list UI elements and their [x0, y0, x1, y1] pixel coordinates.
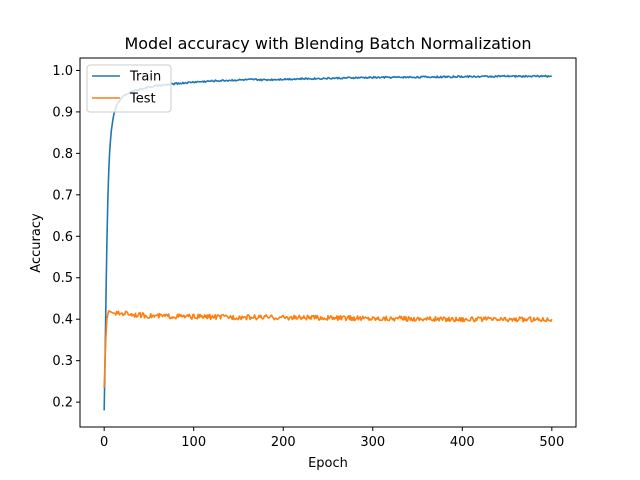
legend: Train Test: [86, 64, 172, 113]
x-tick-label: 400: [450, 435, 475, 450]
y-axis-ticks: 0.2 0.3 0.4 0.5 0.6 0.7 0.8 0.9 1.0: [52, 64, 80, 411]
y-tick-label: 0.3: [52, 354, 73, 369]
x-axis-ticks: 0 100 200 300 400 500: [100, 427, 564, 450]
y-tick-label: 0.5: [52, 271, 73, 286]
legend-label-test: Test: [129, 92, 156, 107]
chart-title: Model accuracy with Blending Batch Norma…: [124, 34, 531, 53]
x-tick-label: 200: [271, 435, 296, 450]
x-tick-label: 300: [360, 435, 385, 450]
series-line-test: [103, 310, 553, 388]
plot-frame: [79, 57, 577, 428]
y-tick-label: 0.7: [52, 188, 73, 203]
y-tick-label: 0.2: [52, 396, 73, 411]
y-tick-label: 0.4: [52, 313, 73, 328]
legend-label-train: Train: [129, 70, 161, 85]
y-tick-label: 0.8: [52, 147, 73, 162]
plot-content: [103, 74, 553, 411]
x-tick-label: 500: [539, 435, 564, 450]
y-axis-label: Accuracy: [29, 213, 44, 273]
y-tick-label: 0.9: [52, 105, 73, 120]
x-axis-label: Epoch: [308, 456, 348, 471]
x-tick-label: 100: [181, 435, 206, 450]
y-tick-label: 0.6: [52, 230, 73, 245]
y-tick-label: 1.0: [52, 64, 73, 79]
x-tick-label: 0: [100, 435, 108, 450]
series-line-train: [103, 74, 552, 411]
